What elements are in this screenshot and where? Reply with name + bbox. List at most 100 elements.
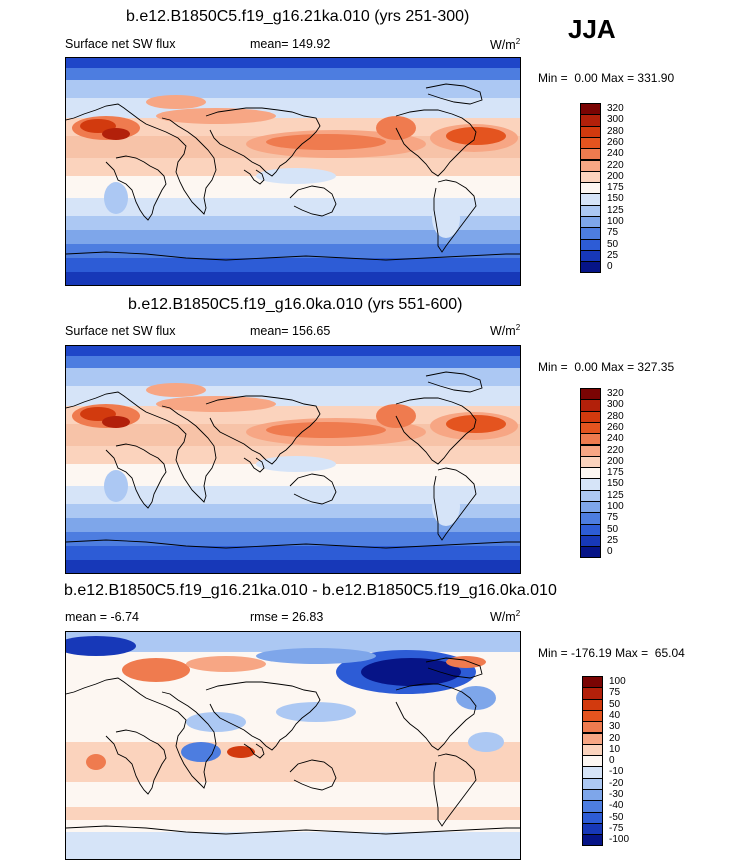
latitude-band — [66, 446, 520, 464]
coastline — [289, 759, 337, 791]
colorbar-tick-label: 240 — [607, 148, 624, 160]
coastline — [105, 729, 167, 795]
colorbar-tick-label: 75 — [607, 227, 619, 239]
colorbar-tick-label: 150 — [607, 193, 624, 205]
coastline — [205, 107, 321, 177]
latitude-band — [66, 356, 520, 368]
panel-2-map — [65, 345, 521, 574]
coastline — [395, 683, 477, 751]
panel-3-units: W/m2 — [490, 609, 521, 625]
colorbar-tick-label: -10 — [609, 766, 624, 778]
coastline — [66, 103, 217, 215]
flux-region — [156, 108, 276, 124]
coastline — [105, 155, 167, 221]
coastline — [205, 681, 321, 751]
latitude-band — [66, 820, 520, 832]
colorbar-tick-label: 100 — [607, 501, 624, 512]
flux-region — [256, 168, 336, 184]
colorbar-tick-label: 220 — [607, 444, 624, 456]
latitude-band — [66, 230, 520, 244]
anomaly-region — [361, 658, 461, 686]
colorbar-tick-label: -75 — [609, 822, 624, 834]
colorbar-tick-label: 240 — [607, 433, 624, 445]
colorbar-tick-label: 10 — [609, 743, 621, 755]
coastline — [433, 753, 477, 827]
colorbar-tick-label: 50 — [609, 698, 621, 710]
colorbar-tick-label: 75 — [609, 687, 621, 699]
latitude-band — [66, 158, 520, 176]
colorbar-tick-label: 50 — [607, 238, 619, 250]
colorbar-tick-label: 280 — [607, 125, 624, 137]
colorbar-tick-label: 300 — [607, 399, 624, 411]
colorbar-tick-label: 30 — [609, 721, 621, 733]
colorbar-tick-label: 150 — [607, 478, 624, 490]
colorbar-tick-label: 125 — [607, 489, 624, 501]
panel-2-map-field — [66, 346, 520, 573]
latitude-band — [66, 782, 520, 807]
colorbar-tick-label: 25 — [607, 534, 619, 546]
flux-region — [256, 456, 336, 472]
latitude-band — [66, 560, 520, 573]
panel-1-minmax: Min = 0.00 Max = 331.90 — [538, 71, 675, 85]
panel-2-variable-label: Surface net SW flux — [65, 324, 176, 338]
coastline — [433, 179, 477, 253]
colorbar-tick-label: 0 — [607, 546, 613, 558]
coastline — [289, 185, 337, 217]
panel-3-minmax: Min = -176.19 Max = 65.04 — [538, 646, 685, 660]
coastline — [433, 467, 477, 541]
colorbar-tick-label: 40 — [609, 709, 621, 721]
panel-2-units: W/m2 — [490, 323, 521, 339]
coastline — [66, 677, 217, 789]
anomaly-region — [256, 648, 376, 664]
latitude-band — [66, 486, 520, 504]
latitude-band — [66, 58, 520, 68]
coastline — [289, 473, 337, 505]
coastline — [425, 83, 483, 105]
colorbar-tick-label: 260 — [607, 136, 624, 148]
panel-3-title: b.e12.B1850C5.f19_g16.21ka.010 - b.e12.B… — [64, 582, 557, 599]
flux-region — [146, 383, 206, 397]
anomaly-region — [468, 732, 504, 752]
anomaly-region — [186, 656, 266, 672]
flux-region — [432, 198, 460, 238]
coastline — [425, 657, 483, 679]
panel-1-variable-label: Surface net SW flux — [65, 37, 176, 51]
anomaly-region — [181, 742, 221, 762]
latitude-band — [66, 198, 520, 216]
colorbar-tick-label: 175 — [607, 467, 624, 479]
flux-region — [446, 127, 506, 145]
coastline — [425, 371, 483, 393]
panel-3-map — [65, 631, 521, 860]
latitude-band — [66, 80, 520, 98]
latitude-band — [66, 504, 520, 518]
latitude-band — [66, 518, 520, 532]
colorbar-tick-label: 75 — [607, 512, 619, 524]
colorbar-tick-label: -50 — [609, 811, 624, 823]
coastline — [243, 457, 265, 473]
latitude-band — [66, 546, 520, 560]
colorbar-tick-label: 0 — [607, 261, 613, 273]
latitude-band — [66, 832, 520, 859]
flux-region — [156, 396, 276, 412]
colorbar-tick-label: -40 — [609, 800, 624, 812]
colorbar-tick-label: 320 — [607, 103, 624, 114]
colorbar-tick-label: 100 — [609, 676, 626, 687]
anomaly-region — [86, 754, 106, 770]
panel-1-units: W/m2 — [490, 37, 521, 53]
colorbar-tick-label: 20 — [609, 732, 621, 744]
panel-1-map — [65, 57, 521, 286]
panel-1-title: b.e12.B1850C5.f19_g16.21ka.010 (yrs 251-… — [126, 8, 470, 25]
panel-3-rmse: rmse = 26.83 — [250, 610, 324, 624]
anomaly-region — [276, 702, 356, 722]
colorbar-tick-label: 300 — [607, 114, 624, 126]
colorbar-tick-label: 125 — [607, 204, 624, 216]
flux-region — [446, 415, 506, 433]
panel-2-colorbar: 320 300 280 260 240 220 200 175 150 125 100 75 50 25 0 — [580, 388, 660, 568]
colorbar-tick-label: 175 — [607, 182, 624, 194]
latitude-band — [66, 807, 520, 820]
colorbar-tick-label: 280 — [607, 410, 624, 422]
coastline — [66, 391, 217, 503]
colorbar-tick-label: 260 — [607, 421, 624, 433]
panel-1-map-field — [66, 58, 520, 285]
coastline — [66, 825, 520, 835]
